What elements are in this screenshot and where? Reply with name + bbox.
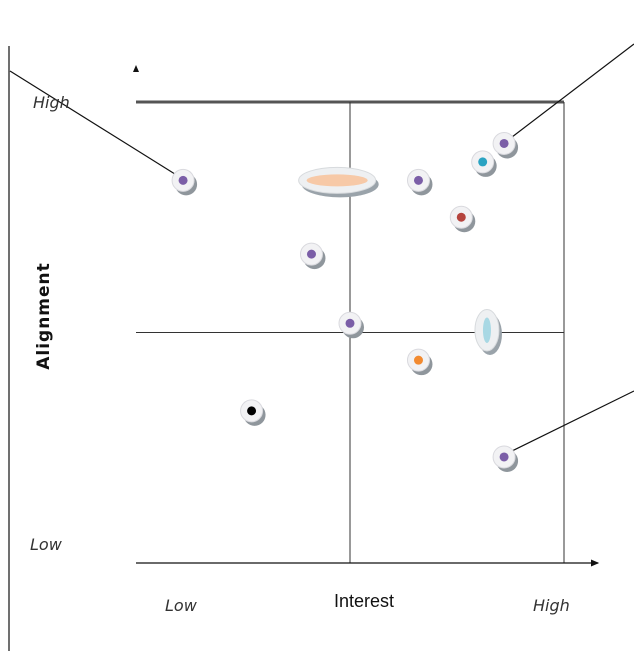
chart-marks [171, 131, 519, 472]
data-point [247, 406, 257, 416]
y-tick-high: High [33, 93, 70, 112]
callout-line-left [9, 70, 178, 176]
data-point [345, 318, 355, 328]
callout-line-bottom-right [509, 390, 634, 453]
x-tick-low: Low [165, 596, 197, 615]
y-tick-low: Low [30, 535, 62, 554]
data-point [456, 212, 466, 222]
data-point [178, 175, 188, 185]
y-axis-arrowhead [133, 65, 139, 72]
data-point [413, 355, 423, 365]
data-point [306, 249, 316, 259]
data-point [413, 175, 423, 185]
x-axis-title: Interest [334, 591, 395, 611]
x-tick-high: High [533, 596, 570, 615]
chart-frame [8, 43, 634, 651]
range-ellipse-fill [482, 317, 491, 343]
range-ellipse-fill [306, 174, 368, 187]
y-axis-title: Alignment [34, 262, 54, 370]
data-point [499, 138, 509, 148]
data-point [478, 157, 488, 167]
data-point [499, 452, 509, 462]
callout-line-top-right [509, 43, 634, 139]
